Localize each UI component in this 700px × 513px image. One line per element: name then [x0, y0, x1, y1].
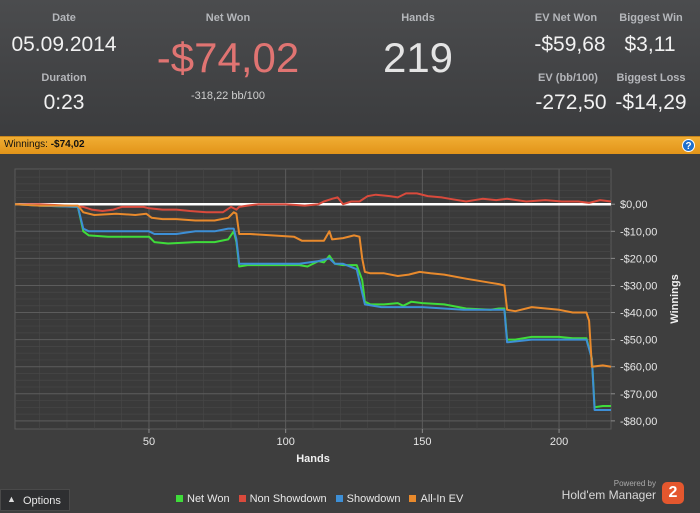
biggest-loss-label: Biggest Loss [616, 72, 686, 84]
x-axis-title: Hands [296, 453, 330, 465]
biggest-loss-value: -$14,29 [615, 91, 687, 114]
net-won-value: -$74,02 [156, 34, 300, 81]
y-tick-label: -$20,00 [620, 253, 657, 265]
legend-swatch [238, 495, 246, 502]
legend-item-non-showdown[interactable]: Non Showdown [238, 493, 327, 505]
chevron-up-icon: ▲ [7, 494, 16, 504]
legend-item-all-in-ev[interactable]: All-In EV [409, 493, 463, 505]
hands-value: 219 [382, 34, 454, 81]
legend-label: Showdown [346, 493, 401, 505]
x-tick-label: 100 [276, 436, 294, 448]
y-axis-title: Winnings [669, 274, 681, 323]
date-label: Date [52, 12, 76, 24]
net-won-label: Net Won [205, 12, 251, 24]
series-line-all-in-ev [14, 203, 612, 368]
winnings-chart: $0,00 -$10,00 -$20,00 -$30,00 -$40,00 -$50,00… [14, 168, 681, 465]
date-value: 05.09.2014 [11, 33, 117, 56]
legend-item-showdown[interactable]: Showdown [335, 493, 401, 505]
options-label: Options [23, 495, 61, 507]
legend-label: All-In EV [420, 493, 464, 505]
y-tick-label: -$30,00 [620, 280, 657, 292]
stats-panel: Date 05.09.2014 Duration 0:23 Net Won -$… [0, 0, 700, 136]
biggest-win-label: Biggest Win [619, 12, 683, 24]
y-tick-label: -$80,00 [620, 416, 657, 428]
series-line-net-won [14, 203, 611, 409]
help-icon[interactable]: ? [682, 139, 695, 152]
ev-bb100-value: -272,50 [535, 91, 607, 114]
hands-label: Hands [401, 12, 435, 24]
duration-label: Duration [41, 72, 87, 84]
y-tick-label: -$50,00 [620, 335, 657, 347]
net-won-bb100: -318,22 bb/100 [190, 90, 266, 102]
y-tick-label: -$60,00 [620, 362, 657, 374]
duration-value: 0:23 [43, 91, 85, 114]
winnings-bar-value: -$74,02 [50, 139, 85, 150]
bottom-bar: ▲ Options Net Won Non Showdown Showdown All… [0, 479, 700, 513]
y-tick-label: -$40,00 [620, 308, 657, 320]
chart-area: $0,00 -$10,00 -$20,00 -$30,00 -$40,00 -$50,00… [0, 154, 700, 513]
y-tick-label: -$10,00 [620, 226, 657, 238]
winnings-bar-text: Winnings: -$74,02 [4, 139, 85, 150]
legend-swatch [176, 495, 183, 502]
series-line-non-showdown [15, 192, 612, 214]
brand-name: Hold'em Manager [561, 488, 656, 502]
legend-item-net-won[interactable]: Net Won [176, 493, 230, 505]
winnings-bar-label: Winnings: [4, 139, 48, 150]
brand: Powered by Hold'em Manager [562, 479, 656, 502]
legend-label: Net Won [187, 493, 230, 505]
biggest-win-value: $3,11 [624, 33, 676, 56]
legend-swatch [335, 495, 343, 502]
ev-bb100-label: EV (bb/100) [538, 72, 598, 84]
options-button[interactable]: ▲ Options [0, 489, 70, 511]
legend-swatch [409, 495, 417, 502]
ev-net-won-value: -$59,68 [534, 33, 606, 56]
x-tick-label: 50 [143, 436, 155, 448]
hm2-logo-icon: 2 [662, 482, 684, 504]
powered-by-text: Powered by [613, 479, 656, 488]
chart-legend: Net Won Non Showdown Showdown All-In EV [176, 493, 472, 505]
series-line-showdown [14, 203, 611, 411]
legend-label: Non Showdown [249, 493, 327, 505]
winnings-bar: Winnings: -$74,02 ? [0, 136, 700, 154]
x-tick-label: 150 [413, 436, 431, 448]
ev-net-won-label: EV Net Won [534, 12, 598, 24]
x-tick-label: 200 [550, 436, 568, 448]
y-tick-label: $0,00 [620, 199, 648, 211]
y-tick-label: -$70,00 [620, 389, 657, 401]
